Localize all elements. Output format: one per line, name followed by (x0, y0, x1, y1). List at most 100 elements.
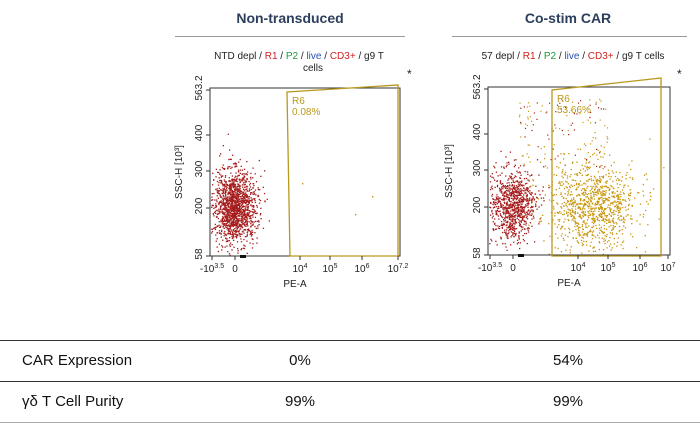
event-dot-negative (237, 183, 240, 186)
event-dot-positive (587, 215, 589, 217)
event-dot-negative (246, 204, 248, 206)
event-dot-negative (223, 223, 225, 225)
event-dot-negative (235, 221, 237, 223)
event-dot-positive (588, 225, 590, 227)
event-dot-sparse (600, 100, 602, 102)
event-dot-positive (598, 242, 601, 244)
event-dot-negative (228, 180, 230, 182)
event-dot-positive (568, 203, 570, 206)
event-dot-negative (510, 205, 512, 207)
event-dot-positive (560, 212, 562, 214)
event-dot-negative (527, 188, 529, 190)
event-dot-negative (231, 237, 233, 240)
event-dot-positive (594, 217, 596, 220)
event-dot-sparse (570, 109, 572, 112)
gate-path-separator: / (256, 51, 264, 62)
event-dot-negative (229, 194, 232, 196)
event-dot-negative (231, 191, 233, 194)
event-dot-negative (234, 189, 236, 191)
event-dot-negative (526, 218, 529, 220)
event-dot-negative (227, 217, 229, 219)
event-dot-negative (519, 207, 521, 209)
event-dot-negative (492, 203, 494, 206)
event-dot-sparse (533, 112, 535, 114)
event-dot-positive (587, 201, 589, 204)
event-dot-negative (232, 207, 234, 209)
event-dot-positive (575, 180, 577, 182)
event-dot-sparse (527, 102, 530, 104)
event-dot-negative (241, 169, 244, 171)
event-dot-negative (229, 191, 231, 193)
event-dot-negative (239, 209, 241, 211)
event-dot-negative (240, 212, 242, 214)
event-dot-negative (536, 196, 538, 199)
event-dot-negative (252, 243, 254, 245)
event-dot-negative (221, 183, 223, 185)
event-dot-positive (581, 231, 583, 233)
event-dot-negative (510, 175, 512, 178)
event-dot-positive (603, 224, 605, 227)
event-dot-positive (566, 211, 568, 213)
event-dot-negative (506, 162, 508, 164)
event-dot-negative (248, 210, 251, 212)
event-dot-negative (525, 205, 527, 207)
event-dot-positive (568, 209, 571, 211)
event-dot-negative (222, 212, 225, 214)
event-dot-positive (614, 196, 616, 198)
event-dot-positive (623, 225, 625, 227)
event-dot-negative (507, 196, 509, 199)
event-dot-positive (611, 170, 613, 172)
event-dot-negative (523, 198, 525, 200)
event-dot-positive (576, 187, 578, 189)
event-dot-positive (575, 184, 578, 186)
event-dot-negative (510, 178, 513, 180)
event-dot-positive (612, 213, 614, 216)
event-dot-negative (514, 220, 516, 222)
event-dot-negative (542, 197, 545, 199)
event-dot-negative (497, 175, 499, 177)
event-dot-negative (243, 238, 245, 241)
event-dot-negative (508, 218, 510, 220)
event-dot-negative (518, 238, 520, 240)
event-dot-positive (553, 208, 555, 210)
event-dot-negative (511, 215, 514, 217)
event-dot-positive (598, 214, 600, 216)
event-dot-negative (520, 201, 523, 203)
event-dot-positive (597, 217, 599, 219)
event-dot-negative (513, 191, 515, 193)
event-dot-positive (628, 204, 630, 207)
event-dot-sparse (527, 144, 529, 146)
event-dot-positive (595, 137, 597, 139)
event-dot-positive (604, 235, 606, 237)
event-dot-negative (506, 204, 508, 206)
event-dot-negative (246, 186, 249, 188)
event-dot-negative (252, 191, 255, 193)
event-dot-negative (213, 207, 215, 210)
event-dot-negative (526, 212, 529, 214)
event-dot-positive (562, 197, 565, 199)
event-dot-negative (215, 206, 217, 208)
event-dot-positive (639, 223, 641, 225)
event-dot-negative (220, 211, 223, 213)
event-dot-negative (226, 217, 229, 219)
event-dot-negative (518, 204, 520, 206)
event-dot-negative (505, 232, 507, 234)
event-dot-negative (228, 206, 230, 208)
event-dot-positive (631, 205, 633, 207)
event-dot-positive (538, 221, 540, 223)
event-dot-negative (505, 204, 508, 206)
event-dot-negative (512, 178, 514, 180)
event-dot-positive (647, 224, 649, 226)
event-dot-negative (519, 172, 521, 174)
event-dot-positive (608, 172, 610, 175)
event-dot-positive (593, 220, 595, 222)
event-dot-positive (561, 184, 563, 187)
event-dot-negative (515, 190, 517, 192)
event-dot-negative (251, 214, 253, 217)
event-dot-positive (589, 199, 591, 201)
event-dot-negative (538, 223, 540, 225)
event-dot-negative (235, 196, 238, 198)
event-dot-negative (515, 214, 517, 216)
event-dot-negative (499, 181, 502, 183)
event-dot-positive (597, 171, 600, 173)
